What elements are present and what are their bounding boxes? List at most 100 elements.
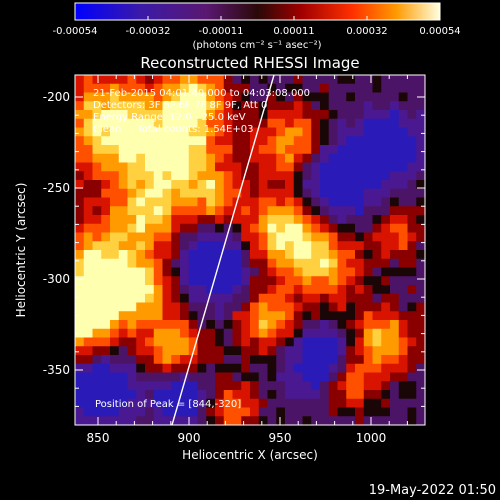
image-pixel <box>407 110 417 120</box>
image-pixel <box>145 398 155 408</box>
image-pixel <box>223 363 233 373</box>
image-pixel <box>407 206 417 216</box>
image-pixel <box>127 346 137 356</box>
image-pixel <box>293 188 303 198</box>
image-pixel <box>118 127 128 137</box>
image-pixel <box>153 250 163 260</box>
image-pixel <box>197 250 207 260</box>
image-pixel <box>145 416 155 425</box>
image-pixel <box>337 311 347 321</box>
image-pixel <box>75 206 85 216</box>
image-pixel <box>258 293 268 303</box>
image-pixel <box>171 241 181 251</box>
image-pixel <box>407 276 417 286</box>
image-pixel <box>83 407 93 417</box>
image-pixel <box>101 180 111 190</box>
image-pixel <box>215 197 225 207</box>
image-pixel <box>92 110 102 120</box>
image-pixel <box>346 188 356 198</box>
image-pixel <box>346 355 356 365</box>
image-pixel <box>328 197 338 207</box>
image-pixel <box>258 197 268 207</box>
image-pixel <box>346 136 356 146</box>
image-pixel <box>162 162 172 172</box>
image-pixel <box>416 162 425 172</box>
image-pixel <box>75 215 85 225</box>
image-pixel <box>101 381 111 391</box>
image-pixel <box>197 320 207 330</box>
image-pixel <box>250 346 260 356</box>
image-pixel <box>381 328 391 338</box>
image-pixel <box>258 241 268 251</box>
image-pixel <box>197 92 207 102</box>
image-pixel <box>136 416 146 425</box>
image-pixel <box>302 145 312 155</box>
image-pixel <box>92 328 102 338</box>
image-pixel <box>258 188 268 198</box>
image-pixel <box>267 267 277 277</box>
image-pixel <box>337 363 347 373</box>
image-pixel <box>293 328 303 338</box>
image-pixel <box>153 83 163 93</box>
image-pixel <box>92 127 102 137</box>
image-pixel <box>110 398 120 408</box>
image-pixel <box>110 407 120 417</box>
image-pixel <box>363 153 373 163</box>
image-pixel <box>267 390 277 400</box>
image-pixel <box>355 250 365 260</box>
image-pixel <box>346 363 356 373</box>
image-pixel <box>337 328 347 338</box>
image-pixel <box>232 416 242 425</box>
image-pixel <box>136 302 146 312</box>
image-pixel <box>276 285 286 295</box>
image-pixel <box>188 83 198 93</box>
image-pixel <box>197 232 207 242</box>
image-pixel <box>311 390 321 400</box>
image-pixel <box>328 258 338 268</box>
image-pixel <box>110 372 120 382</box>
image-pixel <box>267 162 277 172</box>
image-pixel <box>136 83 146 93</box>
colorbar-units-label: (photons cm⁻² s⁻¹ asec⁻²) <box>192 40 321 51</box>
image-pixel <box>302 328 312 338</box>
image-pixel <box>407 267 417 277</box>
image-pixel <box>118 197 128 207</box>
image-pixel <box>127 232 137 242</box>
y-tick-label: -200 <box>43 90 70 104</box>
image-pixel <box>390 311 400 321</box>
image-pixel <box>110 302 120 312</box>
image-pixel <box>337 136 347 146</box>
image-pixel <box>346 162 356 172</box>
image-pixel <box>355 241 365 251</box>
image-pixel <box>162 127 172 137</box>
image-pixel <box>250 241 260 251</box>
image-pixel <box>162 145 172 155</box>
image-pixel <box>355 416 365 425</box>
image-pixel <box>171 320 181 330</box>
image-pixel <box>258 398 268 408</box>
image-pixel <box>153 136 163 146</box>
image-pixel <box>381 206 391 216</box>
image-pixel <box>153 407 163 417</box>
image-pixel <box>162 293 172 303</box>
image-pixel <box>127 390 137 400</box>
image-pixel <box>145 153 155 163</box>
image-pixel <box>276 136 286 146</box>
image-pixel <box>276 293 286 303</box>
image-pixel <box>267 215 277 225</box>
image-pixel <box>293 101 303 111</box>
image-pixel <box>372 363 382 373</box>
image-pixel <box>276 101 286 111</box>
image-pixel <box>171 101 181 111</box>
image-pixel <box>390 390 400 400</box>
image-pixel <box>390 407 400 417</box>
image-pixel <box>390 223 400 233</box>
image-pixel <box>215 241 225 251</box>
image-pixel <box>241 223 251 233</box>
image-pixel <box>171 92 181 102</box>
image-pixel <box>145 267 155 277</box>
image-pixel <box>311 355 321 365</box>
image-pixel <box>206 232 216 242</box>
image-pixel <box>390 328 400 338</box>
image-pixel <box>276 276 286 286</box>
